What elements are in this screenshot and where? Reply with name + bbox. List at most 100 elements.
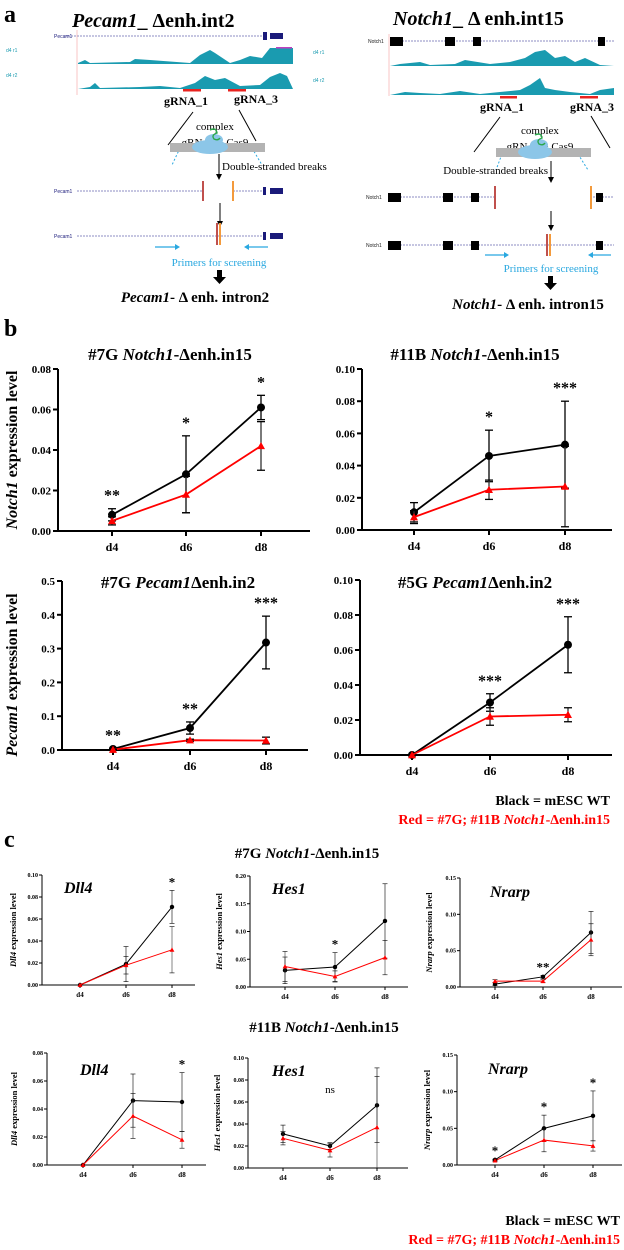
exon (598, 37, 605, 46)
title-gene: Notch1 (122, 345, 174, 364)
chart-title: #11B Notch1-Δenh.in15 (390, 345, 559, 364)
y-tick-label: 0.06 (28, 917, 39, 923)
chart-2: 0.0 0.1 0.2 0.3 0.4 0.5 d4 d6 d8 #7G Pecam1Δenh.i… (41, 573, 308, 773)
data-point-mutant (262, 736, 270, 744)
y-tick-label: 0.04 (336, 461, 356, 473)
cut-site-orange (232, 181, 234, 201)
y-tick-label: 0.02 (33, 1135, 44, 1141)
notch1-title: Notch1_ Δ enh.int15 (392, 8, 564, 30)
exon (263, 187, 266, 195)
y-tick-label: 0.02 (28, 961, 39, 967)
zoom-dash (251, 147, 263, 166)
y-tick-label: 0.08 (32, 364, 52, 376)
data-point-mutant (410, 513, 418, 521)
data-point-wt (179, 1099, 185, 1105)
title-prefix: #7G (88, 345, 122, 364)
data-point-mutant (332, 974, 338, 979)
y-tick-label: 0.10 (28, 873, 39, 879)
data-point-mutant (169, 947, 175, 952)
significance-label: *** (553, 380, 577, 397)
title-prefix: #11B (390, 345, 430, 364)
data-point-mutant (327, 1148, 333, 1153)
data-point-mutant (108, 516, 116, 525)
significance-label: ns (325, 1084, 335, 1096)
y-tick-label: 0.05 (443, 1126, 454, 1132)
pecam1-title: Pecam1_ Δenh.int2 (71, 10, 235, 32)
chart-title: Nrarp (487, 1061, 528, 1078)
chart-title: #5G Pecam1Δenh.in2 (398, 573, 552, 592)
x-tick-label: d8 (562, 764, 575, 778)
significance-label: * (257, 374, 265, 391)
data-point-mutant (540, 978, 546, 984)
primer-forward-arrow-icon (485, 252, 509, 258)
exon (596, 193, 603, 202)
exon (445, 37, 455, 46)
y-tick-label: 0.15 (443, 1053, 454, 1059)
y-tick-label: 0.00 (336, 525, 356, 537)
data-point-mutant (123, 962, 129, 968)
cut-site-red (494, 186, 496, 209)
title-suffix: -Δenh.in15 (174, 345, 252, 364)
data-point-mutant (280, 1135, 286, 1141)
significance-label: ** (537, 959, 550, 974)
x-tick-label: d8 (587, 993, 595, 1001)
exon (471, 193, 479, 202)
coverage-track-r2 (390, 78, 614, 95)
legend-red: Red = #7G; #11B Notch1-Δenh.in15 (398, 813, 610, 828)
track-label: Notch1 (366, 195, 382, 201)
exon (473, 37, 481, 46)
panel-a-label: a (4, 2, 16, 28)
data-point-mutant (382, 955, 388, 960)
x-tick-label: d8 (589, 1171, 597, 1179)
exon (270, 188, 283, 194)
connector-line (590, 115, 611, 149)
data-point-mutant (492, 1158, 498, 1163)
significance-label: * (590, 1075, 597, 1090)
ylabel-rest: expression level (214, 892, 224, 952)
data-point-wt (485, 451, 493, 460)
data-point-mutant (109, 745, 117, 753)
title-gene: Pecam1 (431, 573, 488, 592)
complex-text: complex (196, 121, 234, 133)
x-tick-label: d8 (373, 1174, 381, 1182)
ylabel-gene: Dll4 (9, 1131, 19, 1147)
data-point-wt (332, 964, 338, 970)
y-tick-label: 0.02 (32, 486, 52, 498)
y-tick-label: 0.04 (33, 1107, 44, 1113)
title-prefix: #5G (398, 573, 432, 592)
panel-c-label: c (4, 827, 15, 853)
significance-label: * (169, 874, 176, 889)
x-tick-label: d8 (260, 759, 273, 773)
connector-line (473, 116, 501, 153)
cut-site-red (216, 223, 218, 245)
x-tick-label: d6 (122, 991, 130, 999)
data-point-wt (564, 640, 572, 649)
y-tick-label: 0.15 (236, 902, 247, 908)
y-tick-label: 0.10 (236, 930, 247, 936)
ylabel-gene: Hes1 (214, 952, 224, 971)
y-tick-label: 0.0 (41, 745, 55, 757)
result-arrow-icon (544, 276, 557, 290)
y-tick-label: 0.00 (443, 1163, 454, 1169)
y-axis-label: Hes1 expression level (212, 1074, 222, 1152)
coverage-track-r1 (78, 48, 293, 64)
zoom-dash (495, 153, 503, 171)
y-tick-label: 0.20 (236, 874, 247, 880)
x-tick-label: d6 (539, 993, 547, 1001)
row2-title: #11B Notch1-Δenh.in15 (249, 1020, 398, 1036)
grna3-label: gRNA_3 (234, 92, 278, 106)
track-label: Pecam1 (54, 234, 73, 240)
data-point-wt (540, 974, 546, 980)
primers-text: Primers for screening (504, 263, 599, 275)
exon (270, 233, 283, 239)
cut-site-orange (590, 186, 592, 209)
grna1-label: gRNA_1 (164, 94, 208, 108)
title-gene: Pecam1 (134, 573, 191, 592)
dsb-text: Double-stranded breaks (222, 161, 327, 173)
notch1-result-text: Notch1- Δ enh. intron15 (451, 297, 604, 313)
y-tick-label: 0.1 (41, 711, 55, 723)
y-axis-label: Nrarp expression level (422, 1069, 432, 1151)
